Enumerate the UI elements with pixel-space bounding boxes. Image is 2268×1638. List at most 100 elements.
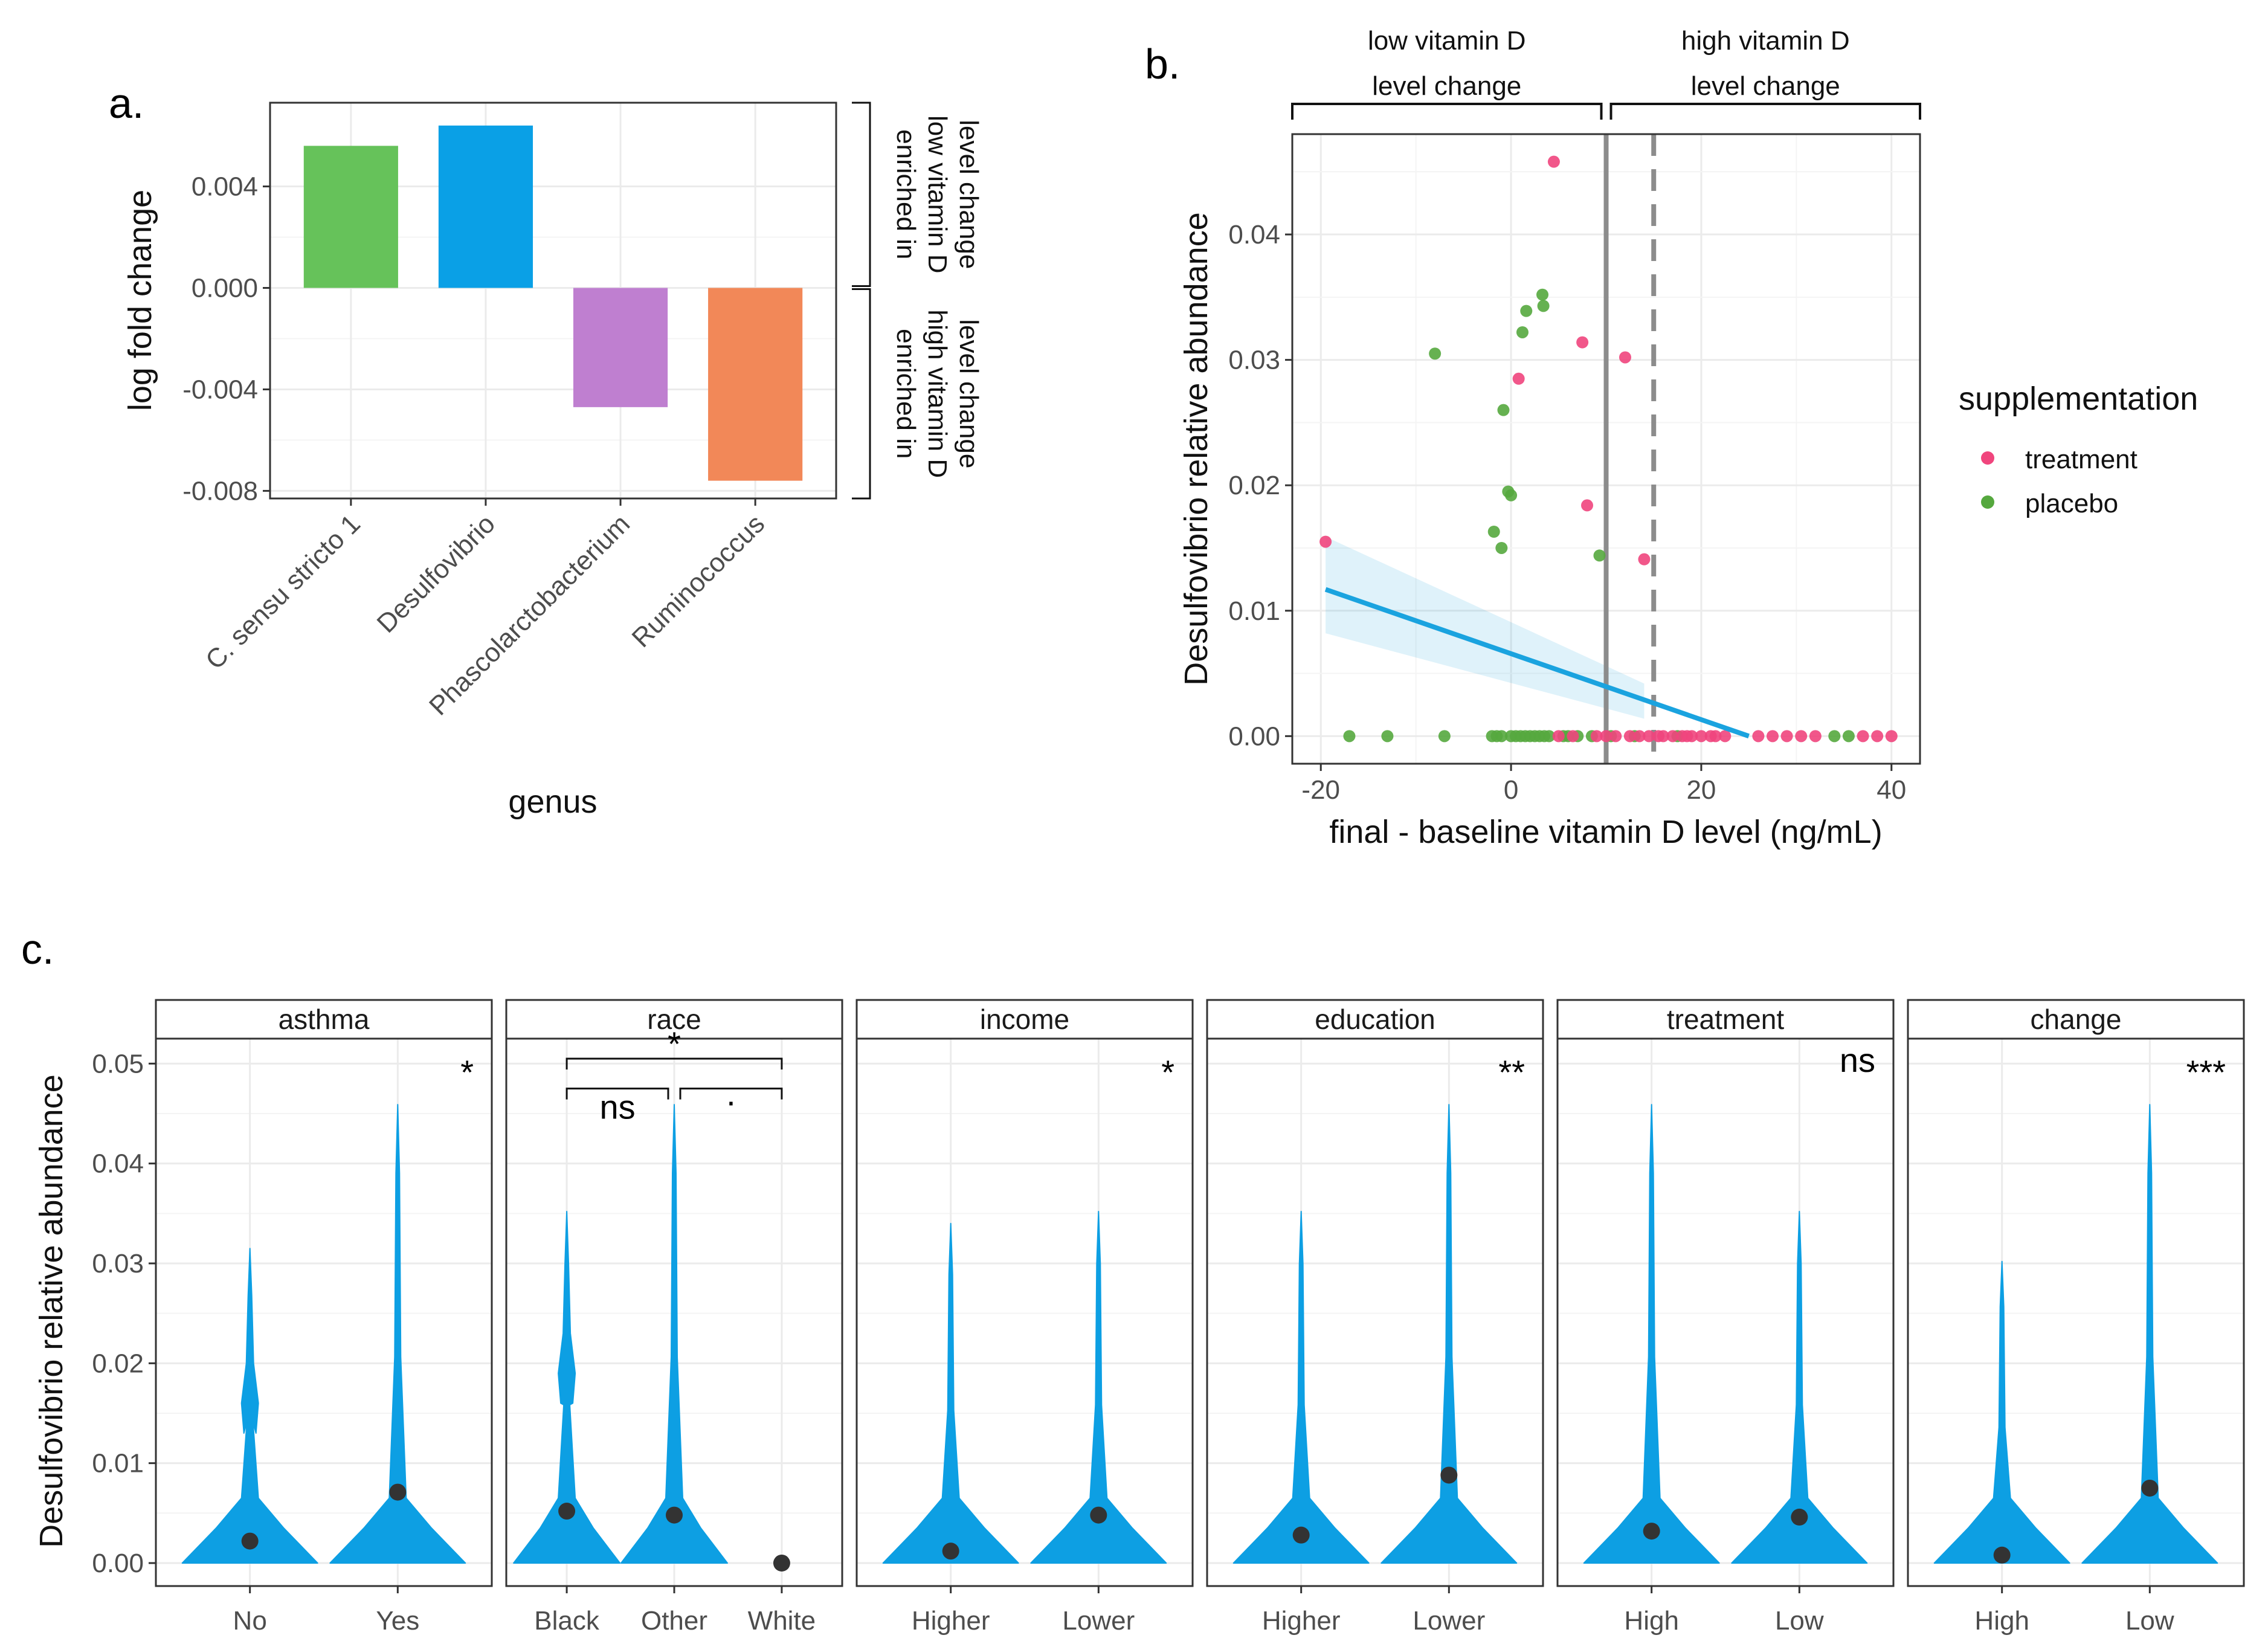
bar-0: [303, 146, 398, 288]
x-tick-label: High: [1974, 1606, 2029, 1636]
facet-strip: [1556, 999, 1895, 1040]
y-tick-label: -0.004: [182, 375, 258, 404]
point-treatment: [1547, 155, 1560, 168]
x-tick-label: No: [233, 1606, 267, 1636]
violin-Higher: [882, 1222, 1019, 1564]
annotation-text: level change: [954, 120, 984, 269]
facet-title: treatment: [1667, 1004, 1785, 1035]
y-tick-label: 0.04: [92, 1149, 144, 1179]
point-placebo: [1343, 730, 1356, 743]
annotation-text: enriched in: [891, 129, 921, 259]
facet-strip: [855, 999, 1194, 1040]
legend-key-placebo: [1981, 495, 1994, 509]
point-treatment: [1590, 730, 1603, 743]
annotation-text: level change: [954, 319, 984, 468]
x-tick-label: White: [748, 1606, 816, 1636]
x-tick-label: -20: [1301, 775, 1340, 805]
bracket-label: ·: [726, 1082, 737, 1120]
x-tick-label: C. sensu stricto 1: [200, 509, 366, 675]
panel-c-label: c.: [21, 926, 54, 973]
legend-title: supplementation: [1959, 381, 2198, 417]
mean-point: [1090, 1506, 1107, 1524]
x-tick-label: Other: [641, 1606, 707, 1636]
x-tick-label: 40: [1877, 775, 1906, 805]
facet-strip: [1206, 999, 1544, 1040]
annotation-text: high vitamin D: [923, 309, 952, 478]
point-treatment: [1623, 730, 1636, 743]
mean-point: [389, 1483, 407, 1501]
point-placebo: [1505, 489, 1518, 501]
point-treatment: [1871, 730, 1884, 743]
x-tick-label: Black: [534, 1606, 600, 1636]
mean-point: [1643, 1523, 1660, 1540]
panel-b-y-axis-title: Desulfovibrio relative abundance: [1178, 212, 1214, 685]
x-tick-label: Low: [2125, 1606, 2174, 1636]
x-tick-label: Higher: [912, 1606, 990, 1636]
point-placebo: [1497, 404, 1510, 416]
y-tick-label: 0.02: [1228, 471, 1280, 500]
point-treatment: [1857, 730, 1869, 743]
mean-point: [1292, 1526, 1310, 1544]
panel-a-x-axis-title: genus: [508, 784, 597, 820]
point-treatment: [1319, 535, 1332, 548]
panel-a-frame: [269, 102, 837, 500]
point-treatment: [1657, 730, 1669, 743]
panel-b-frame: [1291, 133, 1921, 765]
point-treatment: [1666, 730, 1679, 743]
significance-label: *: [460, 1053, 474, 1091]
point-treatment: [1600, 730, 1612, 743]
panel-c-y-axis-title: Desulfovibrio relative abundance: [33, 1074, 69, 1547]
legend-key-treatment: [1981, 451, 1994, 465]
violin-Low: [1731, 1211, 1868, 1564]
mean-point: [1440, 1466, 1458, 1484]
point-placebo: [1593, 549, 1606, 562]
violin-High: [1933, 1260, 2070, 1564]
point-placebo: [1537, 300, 1550, 312]
y-tick-label: 0.05: [92, 1049, 144, 1079]
mean-point: [1791, 1508, 1808, 1526]
facet-strip: [155, 999, 493, 1040]
y-tick-label: 0.01: [1228, 596, 1280, 626]
mean-point: [241, 1532, 259, 1550]
x-tick-label: 20: [1686, 775, 1716, 805]
legend-label: placebo: [2025, 489, 2118, 518]
facet-income: income Higher Lower *: [855, 999, 1194, 1636]
point-placebo: [1516, 326, 1529, 338]
region-label: level change: [1691, 71, 1840, 101]
mean-point: [558, 1503, 576, 1520]
point-treatment: [1752, 730, 1765, 743]
point-treatment: [1552, 730, 1565, 743]
mean-point: [942, 1543, 959, 1560]
x-tick-label: Ruminococcus: [627, 509, 771, 653]
x-tick-label: Yes: [376, 1606, 419, 1636]
point-treatment: [1581, 499, 1594, 512]
point-treatment: [1567, 730, 1579, 743]
significance-label: ns: [1840, 1041, 1875, 1079]
violin-Other: [620, 1104, 728, 1564]
point-treatment: [1766, 730, 1779, 743]
point-treatment: [1619, 351, 1631, 364]
point-placebo: [1438, 730, 1451, 743]
x-tick-label: Lower: [1413, 1606, 1485, 1636]
region-label: low vitamin D: [1368, 26, 1526, 56]
point-treatment: [1780, 730, 1793, 743]
panel-a: a. -0.008 -0.004 0.000 0.004 C. sensu stric…: [109, 80, 984, 820]
violin-Low: [2081, 1104, 2218, 1564]
annotation-text: low vitamin D: [923, 115, 952, 274]
y-tick-label: 0.04: [1228, 220, 1280, 250]
legend-label: treatment: [2025, 445, 2138, 474]
violin-No: [181, 1248, 318, 1564]
point-placebo: [1520, 305, 1533, 317]
facet-education: education Higher Lower **: [1206, 999, 1544, 1636]
point-treatment: [1681, 730, 1693, 743]
y-tick-label: 0.00: [92, 1549, 144, 1578]
facet-race: race Black Other White ns · *: [505, 999, 843, 1636]
x-tick-label: 0: [1504, 775, 1518, 805]
x-tick-label: Higher: [1262, 1606, 1341, 1636]
mean-point: [666, 1506, 683, 1524]
facet-title: asthma: [279, 1004, 370, 1035]
bar-2: [573, 288, 668, 407]
facet-asthma: asthma No Yes *: [155, 999, 493, 1636]
point-treatment: [1795, 730, 1808, 743]
